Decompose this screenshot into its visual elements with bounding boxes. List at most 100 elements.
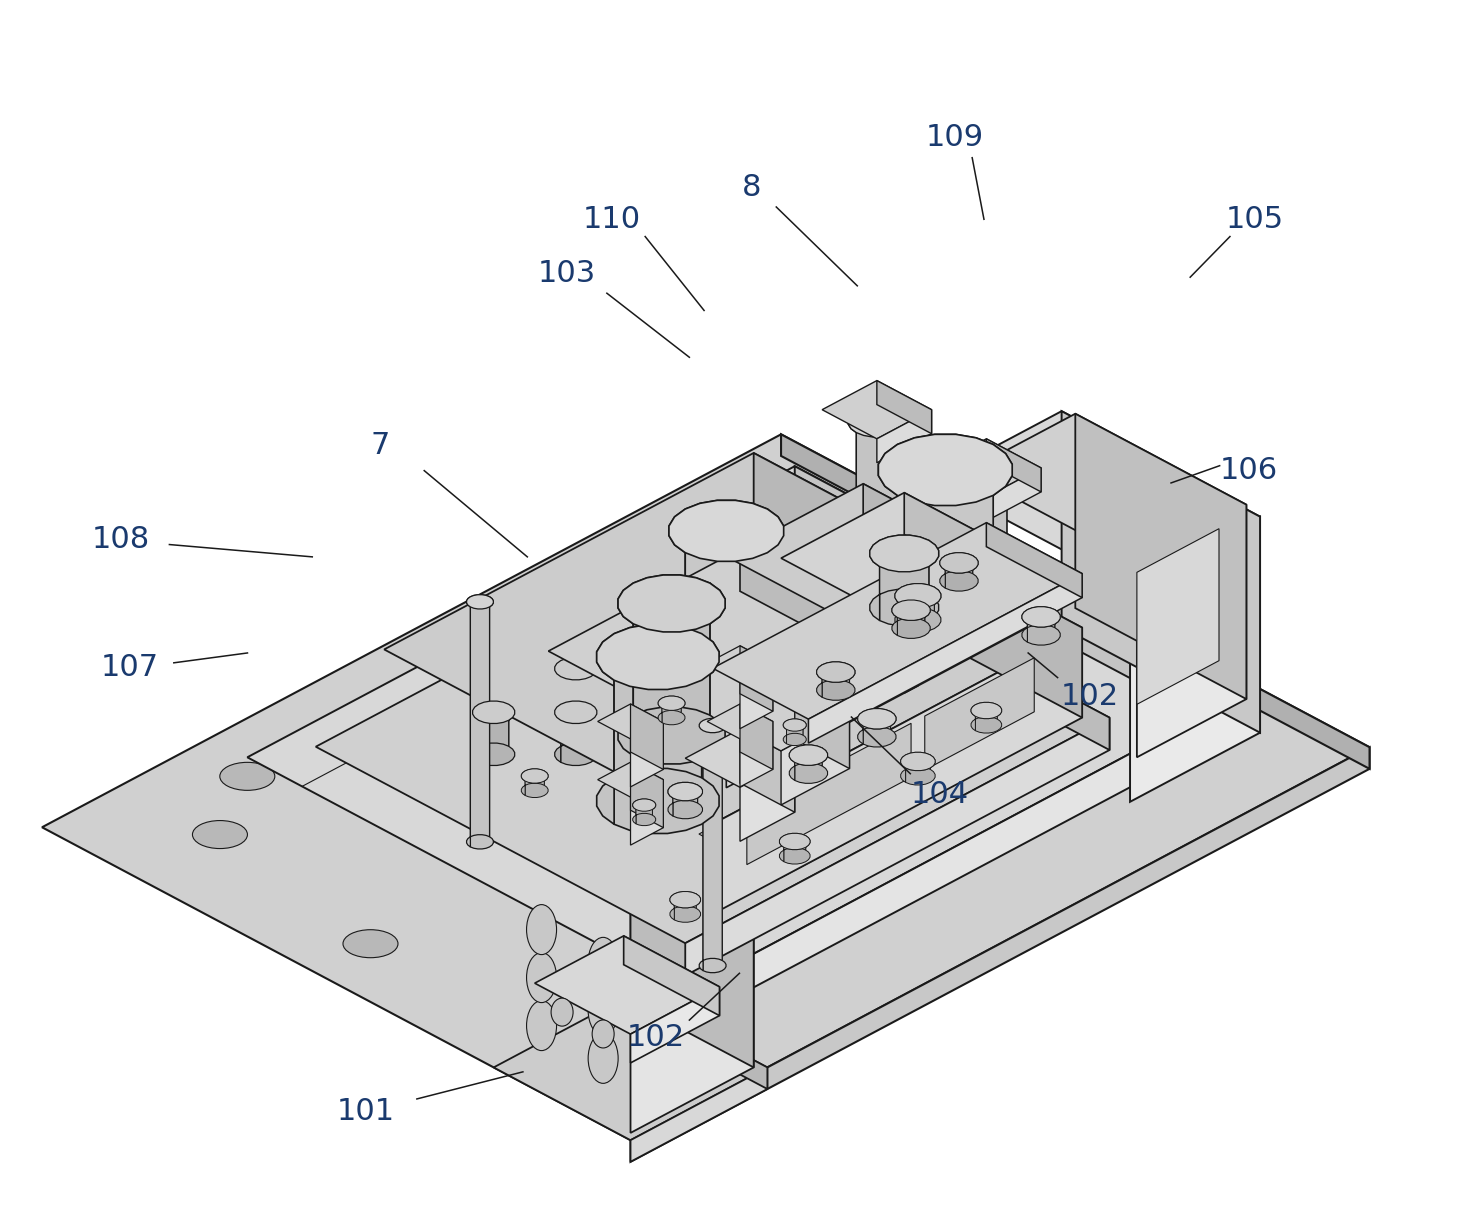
Polygon shape xyxy=(669,782,703,801)
Ellipse shape xyxy=(532,793,592,823)
Polygon shape xyxy=(893,600,929,621)
Polygon shape xyxy=(822,665,854,700)
Text: 108: 108 xyxy=(91,525,150,554)
Polygon shape xyxy=(754,453,1083,717)
Polygon shape xyxy=(957,464,1015,495)
Polygon shape xyxy=(670,892,701,908)
Polygon shape xyxy=(739,729,795,812)
Polygon shape xyxy=(856,410,906,617)
Polygon shape xyxy=(784,719,806,731)
Polygon shape xyxy=(597,625,701,824)
Polygon shape xyxy=(630,763,663,828)
Ellipse shape xyxy=(426,653,480,681)
Polygon shape xyxy=(598,703,663,739)
Polygon shape xyxy=(781,435,1370,769)
Text: 103: 103 xyxy=(538,259,597,288)
Polygon shape xyxy=(555,701,591,763)
Text: 107: 107 xyxy=(100,653,159,683)
Polygon shape xyxy=(555,658,591,718)
Polygon shape xyxy=(658,696,685,711)
Polygon shape xyxy=(630,780,663,845)
Ellipse shape xyxy=(464,684,524,715)
Polygon shape xyxy=(940,553,978,573)
Ellipse shape xyxy=(588,938,619,987)
Polygon shape xyxy=(795,685,850,769)
Text: 110: 110 xyxy=(582,205,641,234)
Polygon shape xyxy=(781,493,1041,631)
Polygon shape xyxy=(739,549,918,686)
Polygon shape xyxy=(893,600,925,636)
Polygon shape xyxy=(925,658,1034,770)
Polygon shape xyxy=(957,464,1008,671)
Polygon shape xyxy=(784,835,810,864)
Text: 102: 102 xyxy=(1061,681,1119,711)
Polygon shape xyxy=(467,595,489,846)
Polygon shape xyxy=(857,708,891,744)
Polygon shape xyxy=(896,584,934,628)
Ellipse shape xyxy=(592,1020,614,1048)
Ellipse shape xyxy=(809,537,863,564)
Polygon shape xyxy=(848,407,897,612)
Polygon shape xyxy=(787,721,806,745)
Polygon shape xyxy=(726,644,918,787)
Polygon shape xyxy=(879,541,938,626)
Polygon shape xyxy=(707,703,773,739)
Polygon shape xyxy=(669,500,767,733)
Polygon shape xyxy=(661,699,685,724)
Polygon shape xyxy=(630,703,663,770)
Ellipse shape xyxy=(946,610,1000,637)
Polygon shape xyxy=(630,987,719,1063)
Polygon shape xyxy=(863,712,896,747)
Polygon shape xyxy=(871,535,929,621)
Text: 101: 101 xyxy=(336,1096,395,1126)
Text: 105: 105 xyxy=(1226,205,1284,234)
Polygon shape xyxy=(871,535,938,572)
Polygon shape xyxy=(966,469,1015,675)
Ellipse shape xyxy=(526,952,557,1003)
Ellipse shape xyxy=(614,604,675,634)
Polygon shape xyxy=(876,381,931,434)
Polygon shape xyxy=(619,575,710,756)
Ellipse shape xyxy=(343,930,398,957)
Polygon shape xyxy=(779,833,810,850)
Polygon shape xyxy=(816,662,850,697)
Polygon shape xyxy=(1027,610,1061,646)
Text: 102: 102 xyxy=(626,1023,685,1052)
Polygon shape xyxy=(739,521,1109,750)
Polygon shape xyxy=(739,646,773,711)
Text: 104: 104 xyxy=(910,780,969,809)
Polygon shape xyxy=(673,785,703,819)
Polygon shape xyxy=(598,763,663,797)
Polygon shape xyxy=(781,715,850,804)
Polygon shape xyxy=(707,646,773,681)
Polygon shape xyxy=(940,553,972,588)
Polygon shape xyxy=(779,833,806,861)
Polygon shape xyxy=(1022,606,1061,627)
Polygon shape xyxy=(739,663,773,728)
Polygon shape xyxy=(507,780,754,910)
Polygon shape xyxy=(987,439,1041,492)
Polygon shape xyxy=(561,660,597,722)
Polygon shape xyxy=(726,685,850,752)
Ellipse shape xyxy=(551,998,573,1026)
Text: 109: 109 xyxy=(925,123,984,153)
Polygon shape xyxy=(467,595,493,609)
Polygon shape xyxy=(795,748,828,784)
Polygon shape xyxy=(555,701,597,723)
Polygon shape xyxy=(675,894,701,923)
Polygon shape xyxy=(816,662,854,683)
Polygon shape xyxy=(561,705,597,765)
Polygon shape xyxy=(473,701,508,763)
Polygon shape xyxy=(904,578,1041,694)
Polygon shape xyxy=(493,994,767,1140)
Ellipse shape xyxy=(219,763,275,791)
Polygon shape xyxy=(931,411,1259,585)
Polygon shape xyxy=(247,466,1233,991)
Polygon shape xyxy=(876,410,931,463)
Polygon shape xyxy=(700,718,726,733)
Polygon shape xyxy=(521,769,548,784)
Polygon shape xyxy=(685,699,1233,1024)
Polygon shape xyxy=(636,801,655,825)
Polygon shape xyxy=(901,588,941,632)
Polygon shape xyxy=(658,696,681,723)
